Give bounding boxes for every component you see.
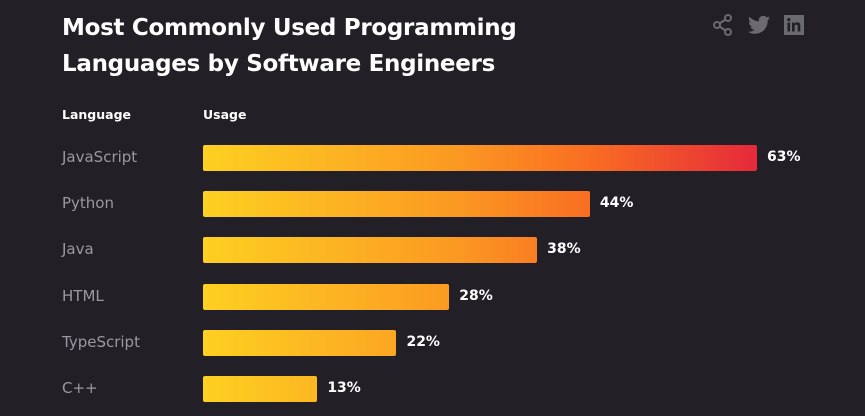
category-label: C++ [62,379,98,397]
bar-row: Java 38% [0,237,865,264]
twitter-icon[interactable] [748,15,770,35]
category-label: HTML [62,286,104,305]
bar-c [203,376,318,402]
bar-row: JavaScript 63% [0,145,865,171]
chart-title: Most Commonly Used Programming Languages… [62,10,662,82]
bar-javascript [203,145,757,171]
linkedin-icon[interactable] [784,15,804,35]
bar-row: TypeScript 22% [0,329,865,356]
bar-typescript [203,329,397,356]
value-label: 13% [327,380,361,396]
bar-html [203,283,450,310]
share-icon[interactable] [712,14,734,36]
bar-java [203,237,538,264]
value-label: 63% [767,149,801,165]
value-label: 28% [459,287,493,304]
category-label: TypeScript [62,332,140,351]
bar-row: HTML 28% [0,283,865,310]
category-label: Java [62,240,94,259]
title-line-1: Most Commonly Used Programming [62,15,517,41]
share-bar [712,14,804,36]
column-header-language: Language [62,107,132,122]
bar-row: C++ 13% [0,376,865,402]
value-label: 38% [547,241,581,258]
category-label: JavaScript [62,148,138,166]
bar-row: Python 44% [0,191,865,218]
value-label: 44% [599,195,634,212]
value-label: 22% [406,333,440,350]
bar-python [203,191,590,218]
title-line-2: Languages by Software Engineers [62,51,495,77]
category-label: Python [62,194,114,213]
column-header-usage: Usage [203,107,247,122]
